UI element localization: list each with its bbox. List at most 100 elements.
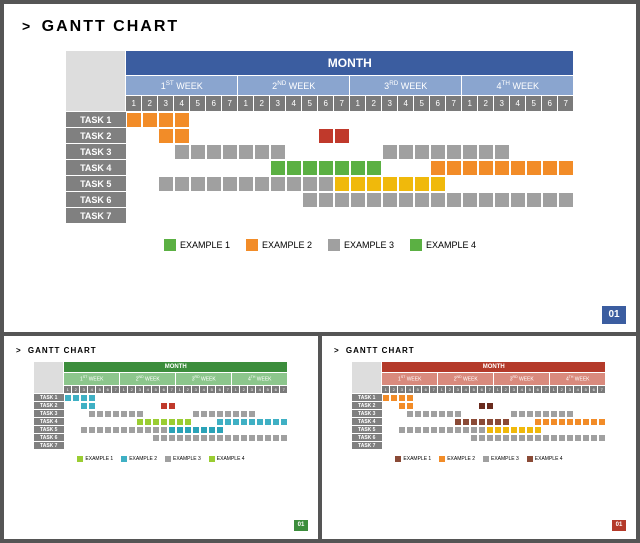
- gantt-cell: [350, 128, 366, 144]
- gantt-cell: [286, 160, 302, 176]
- gantt-bar-segment: [478, 434, 486, 442]
- gantt-cell: [510, 160, 526, 176]
- gantt-bar-segment: [270, 160, 286, 176]
- day-header: 5: [264, 386, 272, 394]
- gantt-cell: [216, 402, 224, 410]
- gantt-cell: [96, 442, 104, 450]
- gantt-bar-segment: [470, 434, 478, 442]
- day-header: 7: [222, 96, 238, 112]
- gantt-cell: [430, 112, 446, 128]
- gantt-cell: [160, 434, 168, 442]
- gantt-cell: [406, 442, 414, 450]
- gantt-cell: [574, 418, 582, 426]
- gantt-cell: [142, 128, 158, 144]
- gantt-bar-segment: [190, 144, 206, 160]
- gantt-cell: [438, 418, 446, 426]
- gantt-cell: [446, 128, 462, 144]
- gantt-cell: [286, 144, 302, 160]
- gantt-bar-segment: [96, 410, 104, 418]
- gantt-cell: [192, 434, 200, 442]
- day-header: 2: [128, 386, 136, 394]
- gantt-bar-segment: [224, 410, 232, 418]
- gantt-cell: [216, 410, 224, 418]
- gantt-cell: [542, 192, 558, 208]
- gantt-cell: [216, 442, 224, 450]
- gantt-bar-segment: [112, 410, 120, 418]
- gantt-cell: [88, 434, 96, 442]
- gantt-cell: [232, 394, 240, 402]
- gantt-cell: [64, 442, 72, 450]
- gantt-cell: [168, 402, 176, 410]
- gantt-bar-segment: [136, 410, 144, 418]
- gantt-cell: [566, 394, 574, 402]
- gantt-cell: [438, 402, 446, 410]
- legend-item: EXAMPLE 3: [328, 236, 394, 254]
- gantt-cell: [232, 442, 240, 450]
- gantt-cell: [168, 410, 176, 418]
- gantt-cell: [390, 418, 398, 426]
- legend-swatch: [439, 456, 445, 462]
- gantt-cell: [224, 394, 232, 402]
- gantt-cell: [96, 434, 104, 442]
- week-header: 1ST WEEK: [382, 373, 438, 386]
- legend-swatch: [483, 456, 489, 462]
- gantt-cell: [286, 192, 302, 208]
- gantt-cell: [112, 394, 120, 402]
- gantt-bar-segment: [350, 176, 366, 192]
- gantt-cell: [200, 402, 208, 410]
- legend-label: EXAMPLE 3: [491, 456, 519, 462]
- gantt-cell: [256, 426, 264, 434]
- gantt-bar-segment: [398, 426, 406, 434]
- gantt-cell: [136, 426, 144, 434]
- gantt-cell: [128, 402, 136, 410]
- gantt-cell: [334, 144, 350, 160]
- gantt-bar-segment: [168, 426, 176, 434]
- day-header: 4: [398, 96, 414, 112]
- gantt-cell: [446, 418, 454, 426]
- day-header: 1: [462, 96, 478, 112]
- gantt-cell: [104, 410, 112, 418]
- gantt-cell: [494, 112, 510, 128]
- gantt-cell: [558, 434, 566, 442]
- gantt-bar-segment: [590, 418, 598, 426]
- gantt-cell: [318, 112, 334, 128]
- gantt-cell: [144, 434, 152, 442]
- gantt-cell: [518, 402, 526, 410]
- gantt-cell: [582, 394, 590, 402]
- gantt-cell: [96, 410, 104, 418]
- gantt-bar-segment: [280, 418, 288, 426]
- gantt-cell: [104, 418, 112, 426]
- gantt-cell: [598, 418, 606, 426]
- day-header: 4: [256, 386, 264, 394]
- task-label: TASK 4: [66, 160, 126, 176]
- gantt-cell: [176, 394, 184, 402]
- gantt-cell: [574, 434, 582, 442]
- gantt-cell: [470, 418, 478, 426]
- gantt-bar-segment: [558, 410, 566, 418]
- gantt-cell: [256, 410, 264, 418]
- day-header: 5: [302, 96, 318, 112]
- day-header: 2: [390, 386, 398, 394]
- task-label: TASK 2: [66, 128, 126, 144]
- gantt-cell: [120, 434, 128, 442]
- gantt-cell: [366, 192, 382, 208]
- gantt-cell: [128, 410, 136, 418]
- gantt-cell: [430, 426, 438, 434]
- gantt-cell: [248, 394, 256, 402]
- gantt-cell: [454, 426, 462, 434]
- gantt-cell: [582, 426, 590, 434]
- gantt-cell: [518, 426, 526, 434]
- gantt-bar-segment: [174, 112, 190, 128]
- gantt-bar-segment: [136, 418, 144, 426]
- gantt-cell: [494, 128, 510, 144]
- day-header: 1: [438, 386, 446, 394]
- gantt-bar-segment: [414, 410, 422, 418]
- gantt-cell: [494, 442, 502, 450]
- gantt-bar-segment: [558, 160, 574, 176]
- gantt-cell: [430, 176, 446, 192]
- gantt-cell: [222, 192, 238, 208]
- gantt-bar-segment: [558, 192, 574, 208]
- gantt-cell: [494, 160, 510, 176]
- gantt-cell: [254, 112, 270, 128]
- gantt-cell: [510, 402, 518, 410]
